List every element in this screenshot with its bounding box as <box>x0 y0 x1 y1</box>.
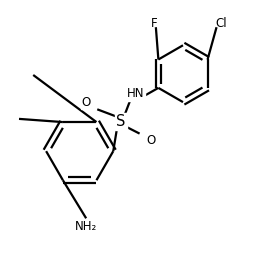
Text: HN: HN <box>126 87 144 100</box>
Text: O: O <box>146 134 155 147</box>
Text: O: O <box>82 96 91 109</box>
Text: S: S <box>116 114 126 129</box>
Text: F: F <box>150 17 157 30</box>
Text: NH₂: NH₂ <box>75 220 97 233</box>
Text: Cl: Cl <box>215 17 227 30</box>
